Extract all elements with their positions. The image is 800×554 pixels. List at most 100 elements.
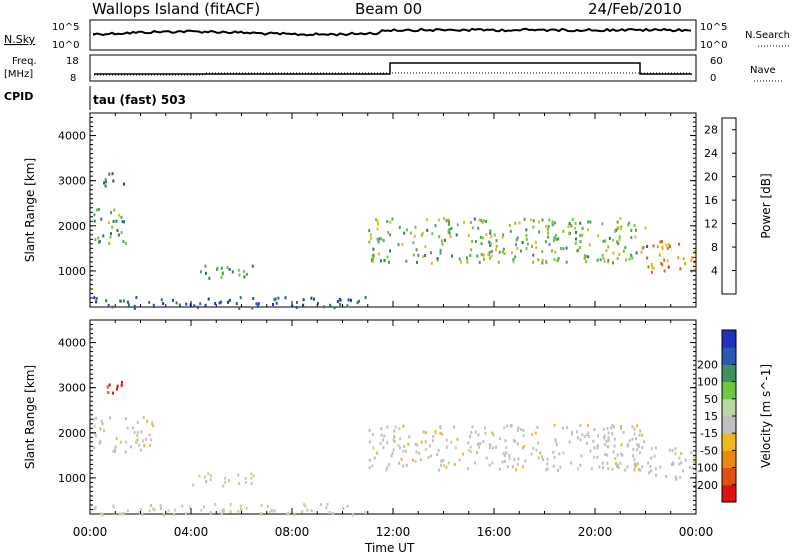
- time-axis: 00:00 04:00 08:00 12:00 16:00 20:00 00:00: [73, 525, 714, 539]
- velocity-cell-r4: [414, 442, 417, 446]
- power-axes: 1000 2000 3000 4000 Slant Range [km]: [23, 112, 697, 308]
- velocity-cell-r5: [682, 469, 685, 473]
- power-cell-r4: [617, 242, 620, 246]
- power-cell-r4: [413, 234, 416, 238]
- power-cell-r4: [541, 218, 544, 222]
- power-cell-r4: [579, 221, 582, 225]
- power-cell-r4: [471, 240, 474, 243]
- velocity-cell-r2: [205, 480, 208, 483]
- velocity-cell-r4: [613, 444, 616, 448]
- velocity-colorbar-tick-label: 15: [704, 410, 718, 423]
- velocity-cell-r2: [207, 472, 210, 476]
- power-colorbar-frame: [721, 117, 737, 295]
- power-cell-r1: [104, 178, 107, 182]
- power-cell-r5: [666, 259, 669, 263]
- velocity-cell-r4: [424, 440, 427, 444]
- velocity-ytick-label: 4000: [58, 337, 86, 350]
- velocity-cell-r5: [684, 458, 687, 462]
- velocity-cell-r4: [636, 443, 639, 446]
- velocity-cell-r4: [534, 431, 537, 435]
- power-cell-r4: [587, 220, 590, 224]
- velocity-cell-r2: [210, 474, 213, 478]
- power-cell-r3: [95, 300, 98, 304]
- velocity-data: [92, 380, 698, 517]
- velocity-cell-r3: [328, 511, 331, 514]
- velocity-cell-r1: [108, 383, 111, 387]
- velocity-cell-r4: [445, 445, 448, 449]
- velocity-cell-r3: [173, 513, 176, 516]
- power-cell-r4: [620, 225, 623, 229]
- power-cell-r4: [420, 233, 423, 237]
- power-cell-r4: [551, 249, 553, 253]
- velocity-cell-r4: [505, 446, 508, 449]
- velocity-cell-r3: [331, 511, 334, 515]
- velocity-cell-r4: [626, 444, 629, 448]
- velocity-cell-r4: [626, 442, 629, 446]
- power-cell-r4: [546, 227, 549, 231]
- power-cell-r4: [397, 243, 400, 247]
- power-cell-r4: [618, 253, 621, 256]
- power-cell-r4: [485, 233, 488, 237]
- x-axis-label: Time UT: [364, 541, 415, 554]
- power-cell-r0: [117, 233, 120, 237]
- power-cell-r4: [476, 254, 479, 258]
- velocity-cell-r4: [392, 448, 395, 452]
- velocity-cell-r4: [424, 431, 427, 435]
- velocity-cell-r4: [541, 455, 543, 459]
- power-cell-r3: [204, 303, 207, 307]
- velocity-cell-r3: [240, 508, 243, 512]
- velocity-cell-r4: [592, 439, 595, 443]
- power-cell-r3: [193, 304, 196, 308]
- velocity-cell-r4: [385, 468, 388, 472]
- power-cell-r5: [663, 269, 666, 273]
- nsky-trace: [93, 27, 692, 37]
- velocity-cell-r3: [351, 513, 354, 517]
- velocity-cell-r0: [112, 450, 115, 453]
- power-cell-r4: [495, 239, 498, 243]
- velocity-cell-r3: [266, 504, 269, 508]
- power-cell-r4: [471, 226, 474, 230]
- velocity-cell-r4: [571, 430, 573, 434]
- power-cell-r4: [599, 258, 602, 262]
- x-tick-label: 16:00: [477, 525, 512, 539]
- velocity-cell-r4: [456, 437, 459, 441]
- velocity-cell-r4: [558, 452, 561, 456]
- velocity-cell-r5: [650, 456, 653, 460]
- power-cell-r4: [512, 258, 515, 262]
- velocity-cell-r4: [611, 432, 614, 436]
- velocity-cell-r4: [380, 433, 383, 437]
- velocity-cell-r4: [576, 467, 579, 471]
- velocity-cell-r3: [269, 510, 272, 514]
- power-cell-r4: [391, 217, 394, 221]
- velocity-cell-r4: [508, 457, 511, 461]
- velocity-cell-r4: [379, 442, 382, 446]
- velocity-cell-r4: [467, 449, 470, 453]
- power-cell-r2: [220, 275, 223, 279]
- power-cell-r4: [489, 229, 492, 233]
- velocity-cell-r3: [222, 510, 225, 513]
- velocity-cell-r1: [120, 380, 123, 384]
- power-cell-r3: [196, 305, 199, 309]
- velocity-cell-r5: [648, 471, 651, 475]
- velocity-cell-r4: [503, 426, 506, 430]
- velocity-cell-r4: [439, 426, 442, 430]
- power-cell-r4: [466, 256, 468, 260]
- velocity-cell-r4: [611, 423, 614, 427]
- velocity-cell-r3: [160, 507, 163, 511]
- velocity-cell-r4: [397, 443, 400, 447]
- power-cell-r3: [333, 306, 336, 310]
- velocity-cell-r4: [439, 431, 442, 435]
- power-cell-r4: [512, 260, 515, 264]
- velocity-cell-r4: [596, 446, 599, 450]
- nave-tick-high: 60: [710, 56, 723, 67]
- power-cell-r4: [405, 259, 408, 263]
- velocity-cell-r0: [95, 434, 97, 438]
- power-cell-r5: [690, 259, 693, 262]
- power-cell-r4: [490, 254, 493, 258]
- power-cell-r4: [490, 235, 493, 239]
- power-cell-r4: [443, 217, 446, 220]
- power-cell-r4: [555, 238, 558, 241]
- velocity-ylabel: Slant Range [km]: [23, 365, 37, 469]
- power-cell-r0: [102, 234, 105, 238]
- velocity-cell-r4: [639, 468, 642, 472]
